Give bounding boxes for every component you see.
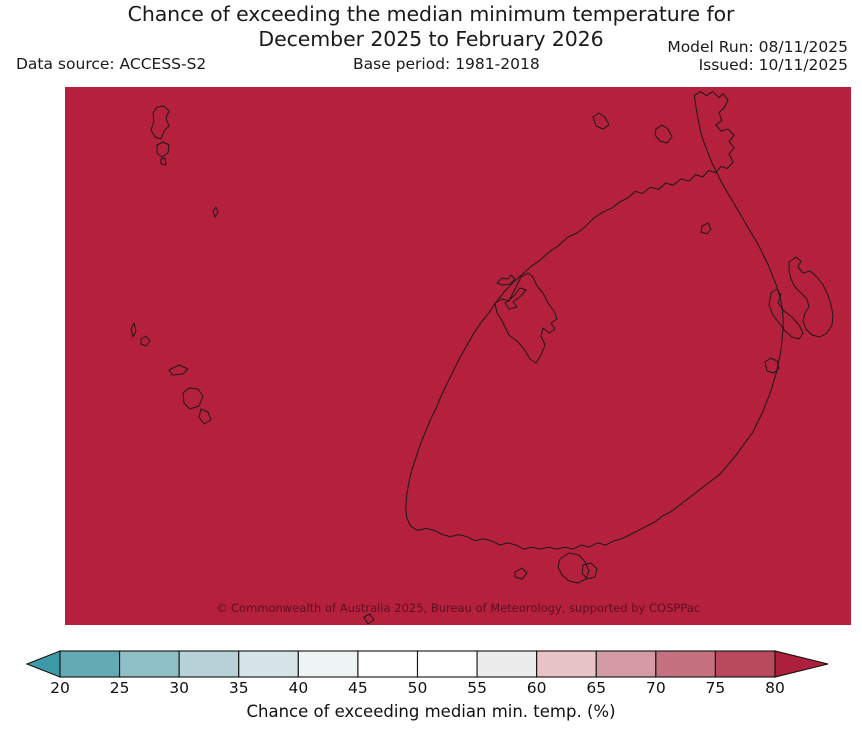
island-outline xyxy=(557,552,590,584)
colorbar-segment xyxy=(655,650,716,678)
colorbar-tick-label: 60 xyxy=(526,679,547,697)
colorbar-tick-label: 30 xyxy=(169,679,190,697)
island-outline xyxy=(182,387,204,410)
island-outline xyxy=(788,256,834,338)
colorbar-tick-label: 45 xyxy=(348,679,368,697)
colorbar-tick-label: 20 xyxy=(50,679,70,697)
colorbar-segment xyxy=(357,650,419,678)
island-outline xyxy=(764,357,780,374)
colorbar-segment xyxy=(59,650,121,678)
issued-label: Issued: 10/11/2025 xyxy=(698,56,848,74)
colorbar-segment xyxy=(297,650,359,678)
island-outline xyxy=(494,272,558,364)
colorbar-tick-labels: 20 25 30 35 40 45 50 55 60 65 70 75 80 xyxy=(0,679,862,701)
island-outline xyxy=(700,222,712,235)
colorbar-tick-label: 75 xyxy=(705,679,726,697)
island-outline xyxy=(363,613,375,625)
colorbar[interactable]: 20 25 30 35 40 45 50 55 60 65 70 75 80 Chance of exc… xyxy=(0,640,862,747)
island-outline xyxy=(156,141,170,158)
colorbar-tick-label: 50 xyxy=(407,679,428,697)
chart-header: Chance of exceeding the median minimum t… xyxy=(0,0,862,86)
island-outline xyxy=(160,157,167,166)
colorbar-segment xyxy=(416,650,478,678)
island-outline xyxy=(140,335,151,347)
island-outline xyxy=(496,274,516,286)
map-attribution: © Commonwealth of Australia 2025, Bureau… xyxy=(215,601,701,615)
page-title-line-1: Chance of exceeding the median minimum t… xyxy=(127,2,735,26)
colorbar-segment xyxy=(238,650,299,678)
page-title-line-2: December 2025 to February 2026 xyxy=(258,27,604,51)
colorbar-segment xyxy=(178,650,240,678)
island-outline xyxy=(130,322,137,338)
data-source-label: Data source: ACCESS-S2 xyxy=(16,55,207,73)
colorbar-extend-low xyxy=(25,650,61,678)
colorbar-tick-label: 40 xyxy=(288,679,309,697)
colorbar-tick-label: 65 xyxy=(586,679,607,697)
colorbar-tick-label: 70 xyxy=(645,679,666,697)
mainland-coastline xyxy=(405,91,784,550)
colorbar-tick-label: 25 xyxy=(109,679,130,697)
colorbar-segment xyxy=(476,650,538,678)
run-info-block: Model Run: 08/11/2025 Issued: 10/11/2025 xyxy=(548,38,848,74)
colorbar-segment xyxy=(536,650,597,678)
island-outline xyxy=(504,287,527,310)
model-run-label: Model Run: 08/11/2025 xyxy=(667,38,848,56)
coastline-layer xyxy=(130,91,834,625)
colorbar-tick-label: 55 xyxy=(467,679,487,697)
colorbar-extend-high xyxy=(774,650,829,678)
island-outline xyxy=(514,567,528,580)
island-outline xyxy=(198,408,212,425)
island-outline xyxy=(150,105,170,140)
colorbar-segment xyxy=(714,650,776,678)
island-outline xyxy=(654,124,673,144)
island-outline xyxy=(212,206,219,218)
colorbar-segment xyxy=(119,650,180,678)
colorbar-swatches[interactable] xyxy=(0,640,862,685)
island-outline xyxy=(592,112,610,130)
colorbar-tick-label: 80 xyxy=(765,679,785,697)
base-period-label: Base period: 1981-2018 xyxy=(353,55,540,73)
island-outline xyxy=(581,562,598,580)
island-outline xyxy=(768,288,804,340)
island-outline xyxy=(168,364,189,376)
colorbar-tick-label: 35 xyxy=(228,679,249,697)
forecast-map[interactable]: © Commonwealth of Australia 2025, Bureau… xyxy=(65,87,851,625)
colorbar-axis-title: Chance of exceeding median min. temp. (%… xyxy=(246,702,616,721)
colorbar-segment xyxy=(595,650,657,678)
